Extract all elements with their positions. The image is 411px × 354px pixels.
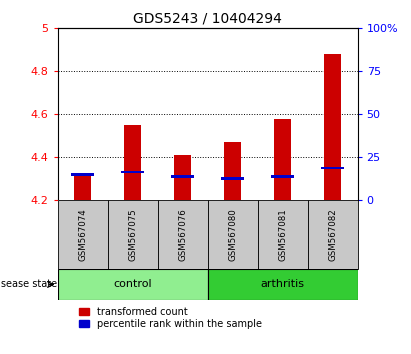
Title: GDS5243 / 10404294: GDS5243 / 10404294: [133, 12, 282, 26]
Text: GSM567082: GSM567082: [328, 208, 337, 261]
FancyBboxPatch shape: [58, 269, 208, 300]
Bar: [321, 167, 344, 169]
Bar: [174, 155, 191, 200]
Bar: [221, 177, 244, 180]
Bar: [124, 125, 141, 200]
Bar: [271, 175, 294, 178]
Text: disease state: disease state: [0, 279, 58, 290]
Bar: [74, 174, 91, 200]
Legend: transformed count, percentile rank within the sample: transformed count, percentile rank withi…: [77, 305, 264, 331]
Bar: [274, 119, 291, 200]
Text: control: control: [113, 279, 152, 290]
FancyBboxPatch shape: [58, 200, 108, 269]
FancyBboxPatch shape: [258, 200, 307, 269]
Bar: [324, 54, 341, 200]
Bar: [121, 171, 144, 173]
FancyBboxPatch shape: [307, 200, 358, 269]
Bar: [71, 173, 94, 176]
FancyBboxPatch shape: [108, 200, 157, 269]
Text: GSM567080: GSM567080: [228, 208, 237, 261]
Text: arthritis: arthritis: [261, 279, 305, 290]
Text: GSM567076: GSM567076: [178, 208, 187, 261]
Bar: [171, 175, 194, 178]
Bar: [224, 142, 241, 200]
Text: GSM567081: GSM567081: [278, 208, 287, 261]
Text: GSM567075: GSM567075: [128, 208, 137, 261]
FancyBboxPatch shape: [157, 200, 208, 269]
FancyBboxPatch shape: [208, 200, 258, 269]
FancyBboxPatch shape: [208, 269, 358, 300]
Text: GSM567074: GSM567074: [78, 208, 87, 261]
